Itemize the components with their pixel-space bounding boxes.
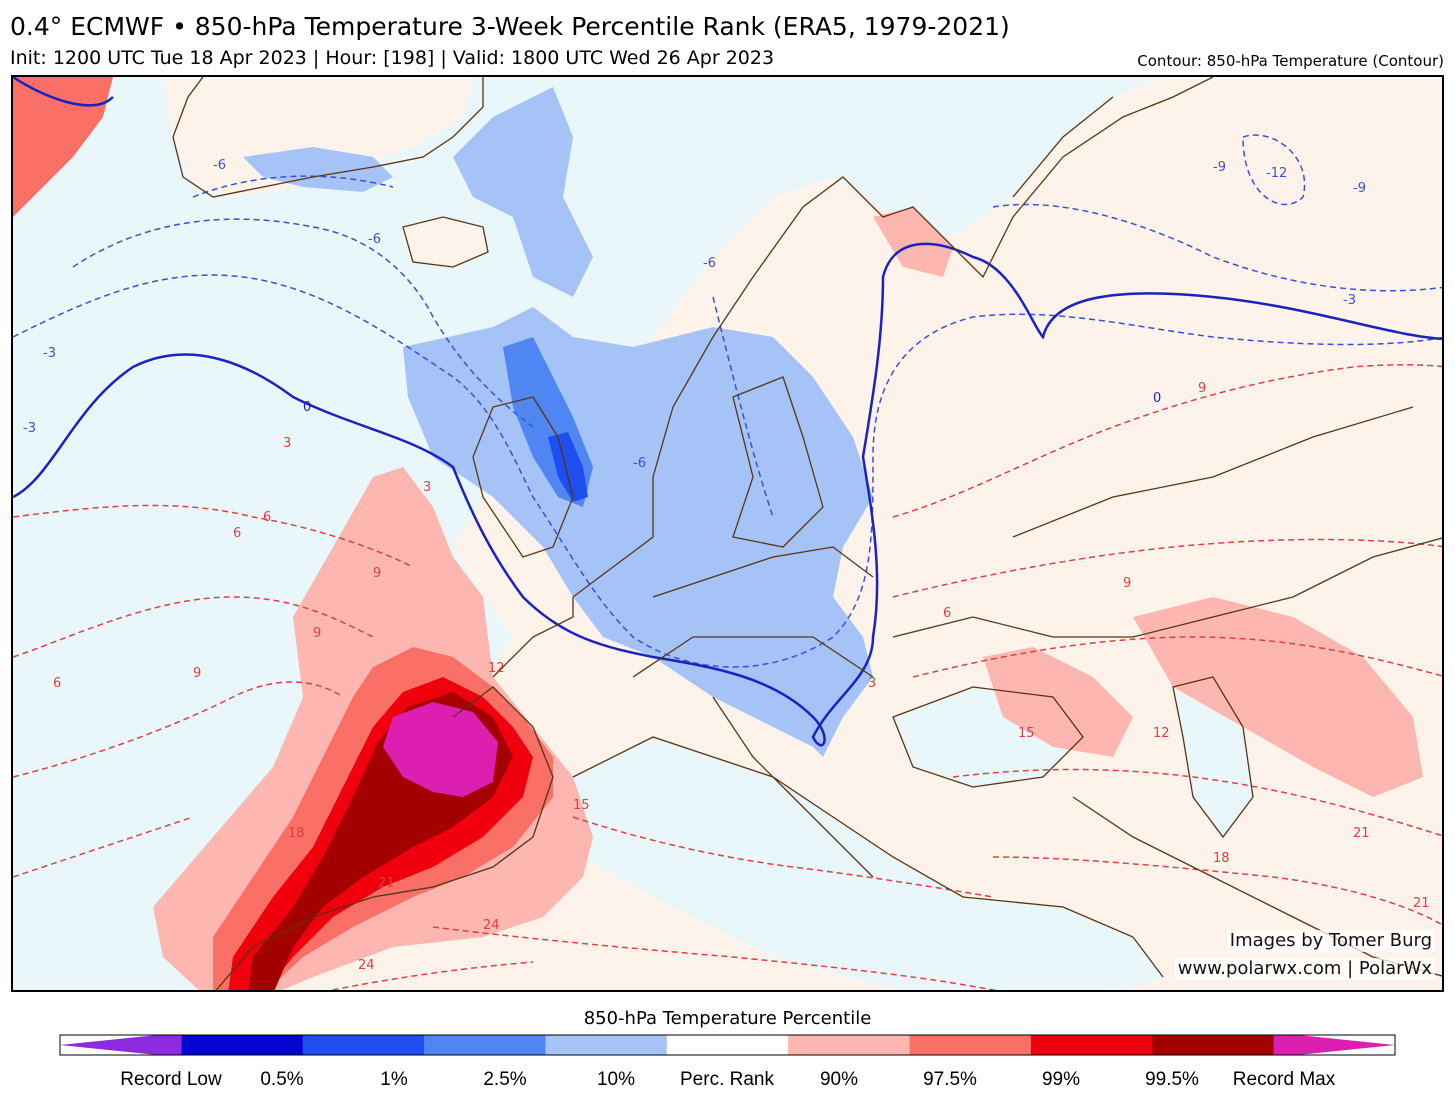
colorbar	[59, 1034, 1396, 1056]
iceland	[403, 217, 488, 267]
colorbar-bin	[788, 1035, 911, 1055]
colorbar-bin	[60, 1035, 182, 1055]
contour-label: 6	[53, 676, 61, 691]
contour-note: Contour: 850-hPa Temperature (Contour)	[1137, 52, 1444, 70]
map-panel[interactable]: -12 -9 -9 -6 -6 -6 -6 -3 -3 -3 0 0 3 3 3…	[11, 75, 1444, 992]
map-canvas: -12 -9 -9 -6 -6 -6 -6 -3 -3 -3 0 0 3 3 3…	[13, 77, 1442, 990]
colorbar-label: Record Max	[1232, 1069, 1336, 1090]
contour-label: 9	[373, 566, 381, 581]
colorbar-bin	[545, 1035, 668, 1055]
contour-label: 6	[943, 606, 951, 621]
colorbar-label: 97.5%	[923, 1069, 977, 1090]
cold-anomaly-1pct	[548, 432, 588, 502]
greenland	[163, 77, 473, 197]
colorbar-label: Record Low	[120, 1069, 222, 1090]
contour-label: 9	[313, 626, 321, 641]
cold-anomaly-10pct-north	[453, 87, 593, 297]
contour-label: -3	[43, 346, 56, 361]
colorbar-title: 850-hPa Temperature Percentile	[583, 1008, 872, 1029]
contour-label: -9	[1213, 160, 1226, 175]
run-info: Init: 1200 UTC Tue 18 Apr 2023 | Hour: […	[10, 47, 775, 69]
colorbar-bin	[181, 1035, 304, 1055]
contour-label: 3	[868, 676, 876, 691]
contour-label: 21	[1353, 826, 1370, 841]
contour-label: 18	[288, 826, 305, 841]
colorbar-label: 99.5%	[1145, 1069, 1199, 1090]
colorbar-label: 10%	[596, 1069, 636, 1090]
contour-label: 24	[358, 958, 375, 973]
warm-anomaly-record-max	[383, 702, 498, 797]
colorbar-bin	[1152, 1035, 1275, 1055]
contour-label: 12	[1153, 726, 1170, 741]
contour-label: 0	[303, 400, 311, 415]
colorbar-bin	[1273, 1035, 1395, 1055]
contour-label: -3	[1343, 293, 1356, 308]
contour-labels: -12 -9 -9 -6 -6 -6 -6 -3 -3 -3 0 0 3 3 3…	[23, 158, 1430, 973]
contour-label: -6	[368, 232, 381, 247]
contour-label: 3	[283, 436, 291, 451]
contour-label: 21	[1413, 896, 1430, 911]
colorbar-bin	[666, 1035, 789, 1055]
colorbar-labels: Record Low 0.5% 1% 2.5% 10% Perc. Rank 9…	[0, 1068, 1455, 1094]
coastlines	[172, 77, 1442, 990]
image-credit: Images by Tomer Burg	[1226, 930, 1435, 952]
contour-label: -6	[213, 158, 226, 173]
contour-label: 9	[1198, 381, 1206, 396]
contour-label: 6	[263, 510, 271, 525]
contour-label: 12	[488, 661, 505, 676]
contour-label: 6	[233, 526, 241, 541]
contour-label: 15	[1018, 726, 1035, 741]
contour-label: -12	[1266, 166, 1287, 181]
contour-label: -6	[633, 456, 646, 471]
contour-label: -3	[23, 421, 36, 436]
contour-label: -9	[1353, 181, 1366, 196]
colorbar-label: 90%	[819, 1069, 859, 1090]
colorbar-bin	[1030, 1035, 1153, 1055]
cold-contours	[13, 134, 1442, 668]
contour-label: 18	[1213, 851, 1230, 866]
cold-anomaly-10pct-greenland	[243, 147, 393, 192]
colorbar-bin	[302, 1035, 425, 1055]
contour-label: 15	[573, 798, 590, 813]
mediterranean-sea	[573, 737, 1163, 990]
colorbar-label: 1%	[380, 1069, 408, 1090]
contour-label: 24	[483, 918, 500, 933]
colorbar-label: 2.5%	[483, 1069, 527, 1090]
colorbar-bin	[424, 1035, 546, 1055]
zero-contour	[13, 77, 1442, 747]
colorbar-label: 0.5%	[260, 1069, 304, 1090]
contour-label: -6	[703, 256, 716, 271]
contour-label: 0	[1153, 391, 1161, 406]
map-title: 0.4° ECMWF • 850-hPa Temperature 3-Week …	[10, 12, 1010, 41]
contour-label: 3	[423, 480, 431, 495]
contour-label: 21	[378, 876, 395, 891]
colorbar-label: 99%	[1041, 1069, 1081, 1090]
warm-anomaly-central-asia	[1133, 597, 1423, 797]
website-credit[interactable]: www.polarwx.com | PolarWx	[1174, 958, 1435, 980]
warm-anomaly-caucasus	[983, 647, 1133, 757]
warm-contours	[13, 364, 1442, 990]
contour-label: 9	[193, 666, 201, 681]
warm-anomaly-top-left	[13, 77, 113, 217]
colorbar-bin	[909, 1035, 1032, 1055]
warm-anomaly-barents	[873, 207, 953, 277]
contour-label: 9	[1123, 576, 1131, 591]
colorbar-label: Perc. Rank	[680, 1069, 774, 1090]
